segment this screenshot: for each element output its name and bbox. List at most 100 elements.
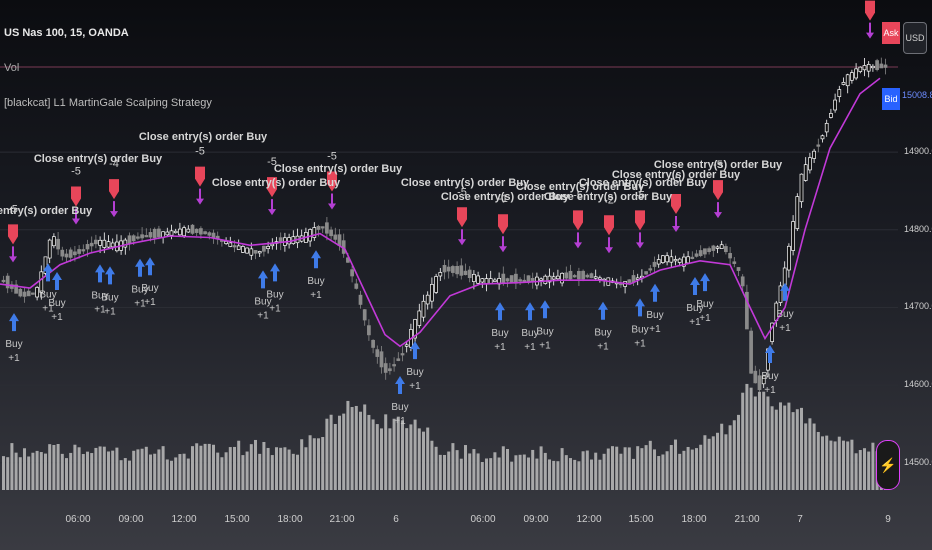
x-tick-label: 18:00 [277, 514, 303, 525]
volume-bar [476, 453, 480, 490]
buy-qty-label: +1 [409, 381, 421, 392]
buy-label: Buy [101, 292, 118, 303]
close-entry-label: Close entry(s) order Buy [34, 153, 163, 165]
x-tick-label: 21:00 [329, 514, 355, 525]
sell-arrow [8, 224, 18, 245]
candle [245, 247, 249, 254]
x-tick-label: 6 [393, 514, 399, 525]
close-entry-label: Close entry(s) order Buy [516, 181, 645, 193]
symbol-title[interactable]: US Nas 100, 15, OANDA [4, 27, 129, 39]
volume-bar [606, 448, 610, 490]
volume-bar [119, 460, 123, 490]
candle [862, 65, 867, 71]
volume-bar [434, 446, 438, 490]
x-tick-label: 7 [797, 514, 803, 525]
buy-arrow [105, 266, 115, 285]
x-tick-label: 9 [885, 514, 891, 525]
volume-bar [102, 446, 106, 490]
volume-bar [825, 435, 829, 490]
volume-bar [438, 454, 442, 490]
candle [152, 228, 157, 239]
candle [182, 227, 186, 237]
volume-bar [27, 456, 31, 490]
volume-bar [871, 442, 875, 490]
close-arrow [9, 246, 17, 263]
buy-qty-label: +1 [394, 416, 406, 427]
candle [682, 256, 686, 267]
close-arrow [196, 188, 204, 205]
buy-label: Buy [48, 298, 65, 309]
candle [26, 290, 31, 297]
volume-bar [228, 447, 232, 490]
volume-bar [10, 443, 14, 490]
strategy-legend[interactable]: [blackcat] L1 MartinGale Scalping Strate… [4, 97, 212, 109]
candle [484, 278, 489, 284]
volume-bar [728, 425, 732, 490]
buy-label: Buy [5, 339, 22, 350]
candle [803, 164, 808, 181]
candle [833, 99, 837, 111]
volume-bar [611, 446, 614, 490]
candle [367, 325, 371, 336]
volume-bar [132, 450, 136, 490]
candle [316, 226, 321, 230]
volume-bar [371, 419, 375, 490]
volume-bar [69, 452, 73, 490]
candle [425, 294, 430, 305]
y-tick-label: 14700.0 [904, 301, 932, 312]
buy-arrow [700, 273, 710, 292]
candle [652, 261, 657, 267]
candle [173, 230, 178, 234]
volume-bar [98, 446, 102, 490]
candle [5, 275, 10, 289]
volume-bar [338, 415, 341, 490]
candle [434, 276, 438, 293]
volume-bar [6, 457, 10, 490]
lightning-icon[interactable]: ⚡ [876, 440, 900, 490]
volume-bar [195, 443, 199, 490]
candle [375, 349, 380, 357]
volume-bar [258, 453, 262, 490]
volume-bar [140, 448, 144, 490]
volume-bar [321, 437, 325, 490]
candle [589, 273, 594, 279]
buy-arrow [95, 264, 105, 283]
buy-qty-label: +1 [144, 297, 156, 308]
candle [791, 221, 795, 251]
volume-bar [405, 428, 409, 490]
currency-button[interactable]: USD [903, 22, 927, 54]
candle [320, 226, 325, 229]
candle [476, 275, 480, 284]
candle [463, 270, 468, 276]
sell-qty-label: -5 [635, 189, 645, 201]
candle [186, 228, 191, 233]
candle [467, 269, 472, 279]
candle [123, 239, 128, 248]
candle [131, 235, 136, 242]
volume-bar [128, 460, 131, 490]
volume-bar [585, 450, 589, 490]
candle [715, 246, 720, 249]
volume-legend[interactable]: Vol [4, 62, 20, 74]
volume-bar [296, 454, 299, 490]
close-arrow [605, 237, 613, 254]
volume-bar [682, 450, 686, 490]
candle [480, 278, 485, 283]
candle [627, 279, 632, 283]
volume-bar [724, 434, 728, 490]
candle [505, 278, 510, 282]
volume-bar [686, 446, 690, 490]
volume-bar [497, 457, 501, 490]
candle [89, 242, 94, 247]
candle [266, 246, 270, 249]
candle [593, 276, 598, 279]
buy-qty-label: +1 [134, 299, 146, 310]
volume-bar [522, 454, 526, 490]
close-entry-label: Close entry(s) order Buy [401, 177, 530, 189]
candle [837, 89, 842, 97]
candle [358, 294, 363, 305]
candle [875, 60, 879, 70]
candle [719, 244, 724, 249]
candle [472, 273, 476, 282]
